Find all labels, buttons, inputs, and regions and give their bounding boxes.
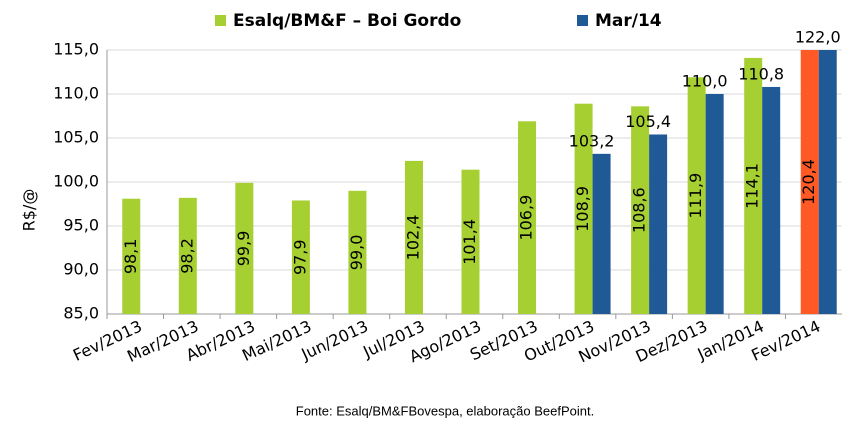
bar (574, 103, 593, 314)
bar (762, 86, 781, 314)
y-tick-label: 115,0 (53, 40, 99, 59)
bar (705, 94, 724, 314)
bar (687, 77, 706, 314)
y-tick-label: 95,0 (63, 216, 99, 235)
value-label: 98,1 (121, 239, 140, 275)
value-label: 98,2 (177, 238, 196, 274)
bar (348, 190, 367, 314)
bar (291, 200, 310, 314)
bar (178, 197, 197, 314)
legend-label: Mar/14 (595, 11, 662, 31)
value-label: 110,0 (682, 72, 728, 91)
legend-swatch (577, 15, 588, 26)
value-label: 99,9 (234, 231, 253, 267)
value-label: 108,6 (630, 187, 649, 233)
bar (800, 50, 819, 314)
bar (404, 160, 423, 314)
value-label: 122,0 (795, 28, 841, 47)
bar (235, 182, 254, 314)
legend-label: Esalq/BM&F – Boi Gordo (233, 11, 461, 31)
bar (518, 121, 537, 314)
y-tick-label: 105,0 (53, 128, 99, 147)
value-label: 106,9 (517, 195, 536, 241)
value-label: 101,4 (460, 219, 479, 265)
bars (122, 50, 837, 314)
value-label: 110,8 (738, 64, 784, 83)
bar (592, 153, 611, 314)
value-label: 114,1 (743, 163, 762, 209)
y-axis-label: R$/@ (20, 189, 39, 232)
value-label: 120,4 (799, 159, 818, 205)
bar (461, 169, 480, 314)
y-tick-label: 85,0 (63, 304, 99, 323)
value-label: 103,2 (569, 131, 615, 150)
labels: Fev/2013Mar/2013Abr/2013Mai/2013Jun/2013… (70, 28, 841, 367)
legend-swatch (215, 15, 226, 26)
value-label: 105,4 (625, 112, 671, 131)
bar (818, 50, 837, 314)
value-label: 111,9 (686, 173, 705, 219)
y-tick-label: 90,0 (63, 260, 99, 279)
value-label: 108,9 (573, 186, 592, 232)
y-tick-label: 110,0 (53, 84, 99, 103)
bar (744, 57, 763, 314)
bar (649, 134, 668, 314)
y-tick-label: 100,0 (53, 172, 99, 191)
source: Fonte: Esalq/BM&FBovespa, elaboração Bee… (296, 403, 594, 418)
value-label: 102,4 (403, 215, 422, 261)
value-label: 97,9 (290, 239, 309, 275)
bar (122, 198, 141, 314)
bar (631, 106, 650, 314)
value-label: 99,0 (347, 235, 366, 271)
